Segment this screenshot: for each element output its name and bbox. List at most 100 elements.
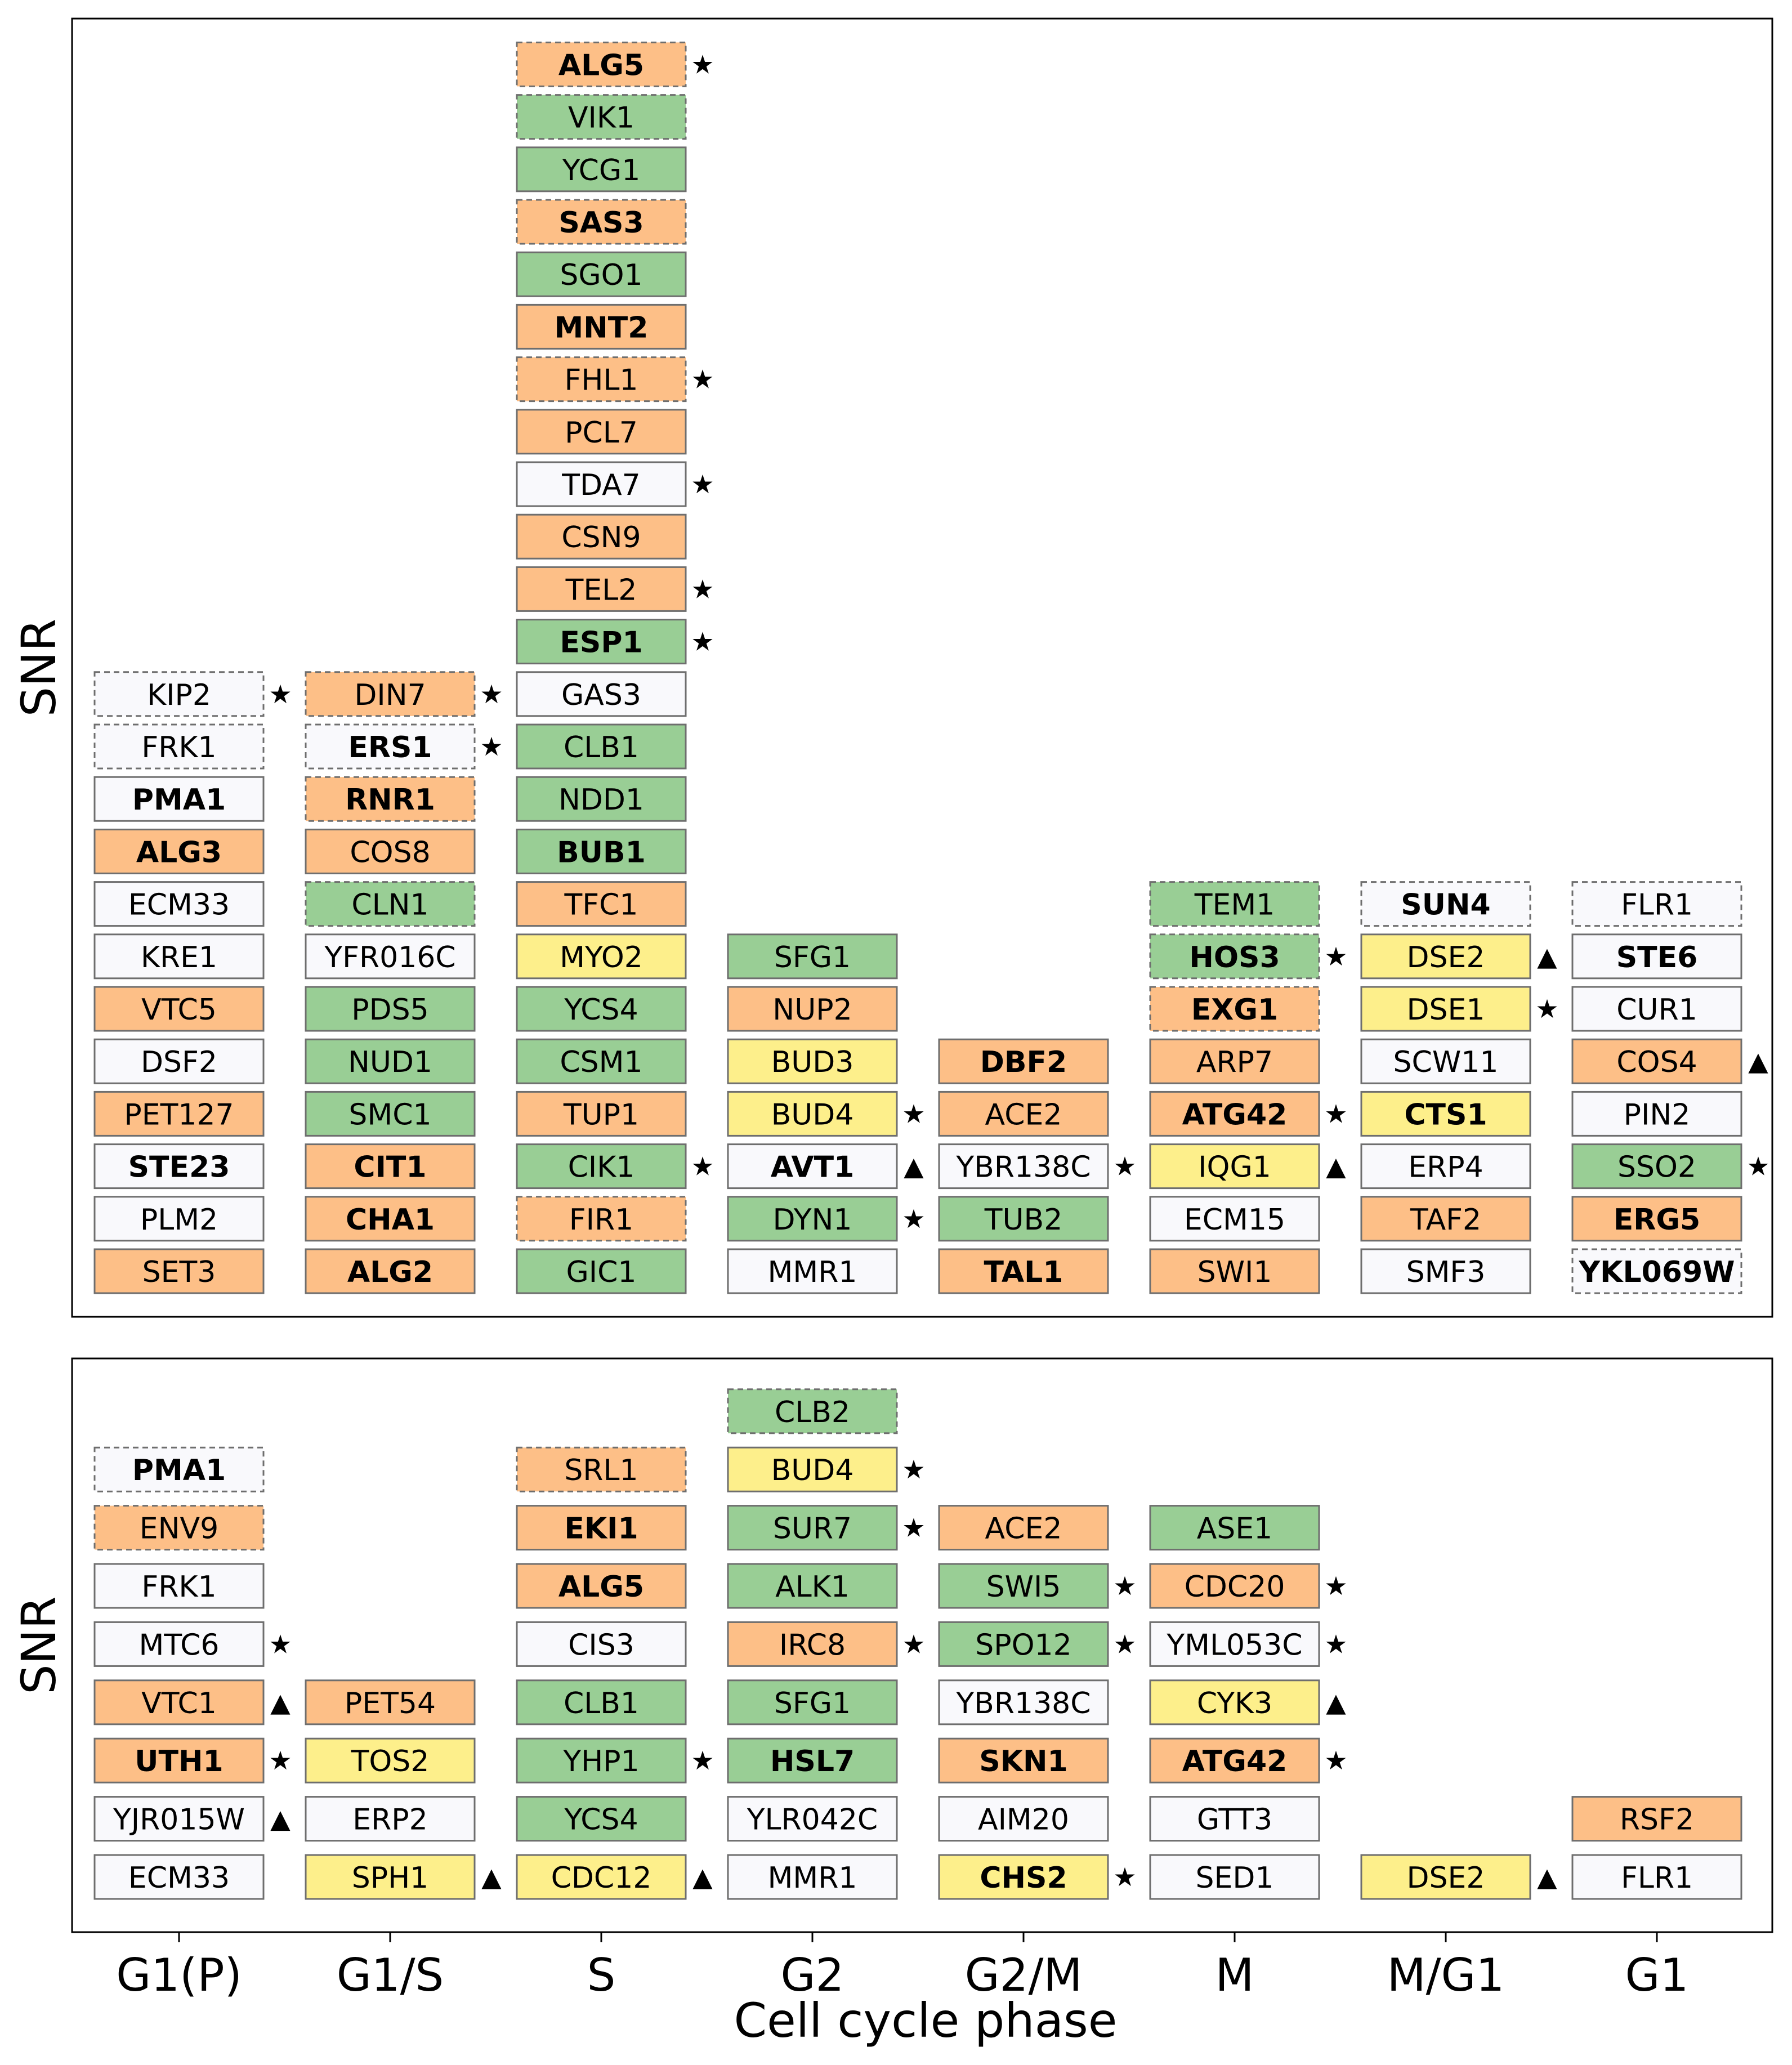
- gene-box-rect: [516, 199, 687, 245]
- gene-label: SFG1: [774, 1687, 851, 1720]
- gene-box: TUB2: [938, 1196, 1109, 1242]
- gene-box-rect: [938, 1505, 1109, 1551]
- gene-box: SWI5 ★: [938, 1563, 1137, 1609]
- gene-label: ERP4: [1408, 1151, 1483, 1185]
- gene-box-rect: [727, 1679, 898, 1726]
- triangle-marker: ▲: [1537, 941, 1557, 972]
- gene-box: EXG1: [1149, 986, 1320, 1032]
- gene-box: STE6: [1571, 933, 1742, 980]
- gene-box: GAS3: [516, 671, 687, 717]
- gene-box: ENV9: [93, 1505, 265, 1551]
- gene-box-rect: [727, 1796, 898, 1842]
- gene-box: ERS1 ★: [305, 723, 503, 770]
- gene-box-rect: [516, 776, 687, 822]
- gene-label: TAL1: [984, 1255, 1063, 1289]
- gene-box-rect: [93, 1621, 265, 1667]
- gene-label: FIR1: [569, 1203, 633, 1237]
- gene-box: SPH1 ▲: [305, 1854, 502, 1900]
- gene-box: ALK1: [727, 1563, 898, 1609]
- gene-label: ERS1: [348, 731, 432, 765]
- gene-box: PCL7: [516, 409, 687, 455]
- gene-box-rect: [516, 94, 687, 140]
- gene-label: ALG3: [136, 835, 222, 869]
- gene-box-rect: [516, 461, 687, 507]
- gene-label: YCS4: [564, 1803, 638, 1837]
- triangle-marker: ▲: [1748, 1046, 1768, 1076]
- gene-box-rect: [727, 1854, 898, 1900]
- gene-box: KRE1: [93, 933, 265, 980]
- gene-label: ASE1: [1197, 1512, 1273, 1546]
- gene-label: UTH1: [135, 1745, 223, 1778]
- gene-box-rect: [1360, 1038, 1531, 1084]
- gene-box-rect: [93, 1505, 265, 1551]
- gene-label: BUD4: [771, 1098, 854, 1132]
- gene-box: SUR7 ★: [727, 1505, 926, 1551]
- gene-label: YCS4: [564, 993, 638, 1027]
- gene-label: IQG1: [1198, 1151, 1271, 1185]
- gene-label: CHS2: [980, 1861, 1067, 1895]
- gene-box: MNT2: [516, 303, 687, 350]
- gene-label: BUD3: [771, 1045, 854, 1079]
- gene-label: TUP1: [563, 1098, 639, 1132]
- gene-label: TFC1: [564, 888, 638, 922]
- gene-box-rect: [93, 1563, 265, 1609]
- gene-label: DSE1: [1407, 993, 1485, 1027]
- gene-box-rect: [516, 1621, 687, 1667]
- gene-label: ALG2: [347, 1255, 433, 1289]
- gene-box-rect: [938, 1038, 1109, 1084]
- gene-box-rect: [516, 1796, 687, 1842]
- gene-box: AIM20: [938, 1796, 1109, 1842]
- gene-label: COS8: [350, 835, 430, 869]
- gene-label: SSO2: [1617, 1151, 1696, 1185]
- gene-box: TFC1: [516, 881, 687, 927]
- x-tick-label: M/G1: [1387, 1949, 1505, 2001]
- star-marker: ★: [902, 1098, 925, 1129]
- gene-label: COS4: [1616, 1045, 1697, 1079]
- triangle-marker: ▲: [692, 1862, 713, 1892]
- triangle-marker: ▲: [270, 1804, 291, 1834]
- gene-label: SUN4: [1401, 888, 1490, 922]
- triangle-marker: ▲: [904, 1151, 924, 1182]
- gene-box-rect: [1149, 1090, 1320, 1137]
- gene-label: TUB2: [984, 1203, 1063, 1237]
- gene-box-rect: [516, 723, 687, 770]
- gene-label: SUR7: [773, 1512, 852, 1546]
- gene-box-rect: [727, 1388, 898, 1434]
- gene-box: ESP1 ★: [516, 619, 714, 665]
- gene-box-rect: [727, 1038, 898, 1084]
- triangle-marker: ▲: [1326, 1151, 1346, 1182]
- gene-box-rect: [516, 671, 687, 717]
- gene-label: CLN1: [351, 888, 428, 922]
- gene-box-rect: [305, 933, 476, 980]
- gene-box: CIT1: [305, 1143, 476, 1190]
- star-marker: ★: [1113, 1629, 1136, 1659]
- gene-box: IRC8 ★: [727, 1621, 926, 1667]
- gene-box: GTT3: [1149, 1796, 1320, 1842]
- gene-label: CLB1: [564, 1687, 639, 1720]
- gene-box-rect: [93, 776, 265, 822]
- gene-box: SWI1: [1149, 1248, 1320, 1294]
- gene-box: CTS1: [1360, 1090, 1531, 1137]
- gene-box: SMC1: [305, 1090, 476, 1137]
- gene-label: MNT2: [555, 311, 649, 345]
- gene-box: CSM1: [516, 1038, 687, 1084]
- gene-box-rect: [516, 1038, 687, 1084]
- gene-box: VTC1 ▲: [93, 1679, 291, 1726]
- gene-box-rect: [93, 881, 265, 927]
- gene-box-rect: [305, 881, 476, 927]
- x-tick-label: G2: [781, 1949, 844, 2001]
- gene-box-rect: [305, 1854, 476, 1900]
- gene-box: NUD1: [305, 1038, 476, 1084]
- gene-box-rect: [1571, 1143, 1742, 1190]
- gene-label: DSE2: [1407, 941, 1485, 975]
- gene-box: PLM2: [93, 1196, 265, 1242]
- gene-box-rect: [1360, 1090, 1531, 1137]
- gene-box: BUB1: [516, 828, 687, 874]
- gene-label: CYK3: [1197, 1687, 1272, 1720]
- gene-box: CLB1: [516, 723, 687, 770]
- gene-label: SWI5: [986, 1570, 1061, 1604]
- star-marker: ★: [1324, 1571, 1347, 1601]
- gene-box: NUP2: [727, 986, 898, 1032]
- gene-box-rect: [305, 776, 476, 822]
- gene-box-rect: [938, 1563, 1109, 1609]
